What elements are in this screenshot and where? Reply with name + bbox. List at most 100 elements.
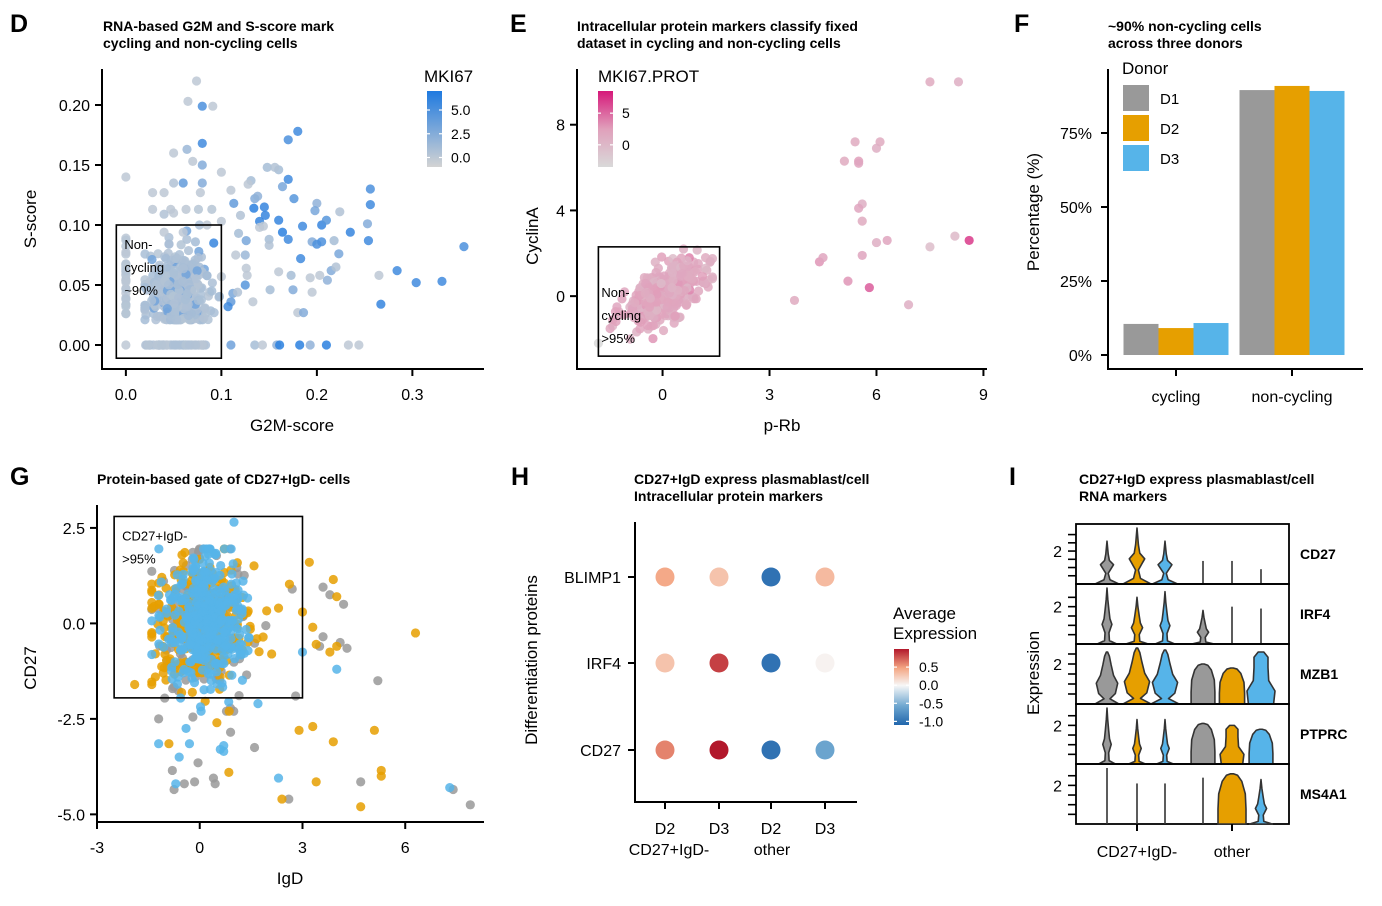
scatter-point: [161, 253, 171, 264]
scatter-point: [343, 340, 353, 350]
scatter-point: [707, 253, 718, 264]
panel-i-title-line1: CD27+IgD express plasmablast/cell: [1079, 471, 1314, 487]
scatter-point-D3: [226, 633, 236, 644]
scatter-point: [270, 162, 280, 172]
scatter-point: [264, 240, 274, 250]
scatter-point: [233, 287, 243, 297]
scatter-point: [644, 302, 655, 312]
scatter-point-D2: [157, 661, 167, 672]
panel-e-gate-label-line2: cycling: [601, 308, 641, 323]
panel-f-bars: [1123, 85, 1345, 355]
scatter-point: [169, 268, 179, 278]
scatter-point: [950, 231, 960, 241]
y-tick-label: 2: [1053, 778, 1062, 795]
scatter-point: [193, 204, 204, 214]
scatter-point-D2: [332, 641, 342, 651]
scatter-point: [671, 299, 681, 309]
scatter-point-D3: [155, 625, 165, 635]
panel-e-gate-label-line3: >95%: [601, 331, 635, 346]
panel-i-title-line2: RNA markers: [1079, 488, 1167, 504]
scatter-point: [178, 227, 188, 237]
panel-letter-f: F: [1014, 10, 1029, 38]
violin-D2: [1122, 647, 1152, 705]
scatter-point-D3: [184, 739, 195, 749]
scatter-point: [321, 340, 332, 350]
scatter-point-D3: [205, 684, 216, 695]
scatter-point-D2: [332, 592, 342, 602]
scatter-point: [226, 340, 236, 350]
scatter-point-D1: [234, 691, 244, 701]
scatter-point: [277, 227, 288, 237]
scatter-point: [182, 144, 192, 154]
scatter-point: [188, 156, 198, 166]
scatter-point: [233, 228, 244, 238]
scatter-point-D2: [277, 794, 287, 804]
x-group-label: CD27+IgD-: [629, 842, 709, 859]
panel-h-colorbar-ticks: 0.5 0.0 -0.5 -1.0: [894, 659, 943, 729]
scatter-point-D2: [147, 627, 157, 638]
scatter-point-D3: [227, 569, 237, 579]
scatter-point: [857, 250, 867, 261]
scatter-point-D3: [186, 640, 196, 650]
scatter-point-D3: [172, 679, 183, 689]
scatter-point-D3: [203, 669, 213, 679]
scatter-point-D3: [227, 615, 238, 626]
scatter-point: [260, 210, 270, 220]
x-tick-label: D2: [655, 821, 676, 838]
panel-d-legend-title: MKI67: [424, 67, 473, 86]
y-tick-label: CD27: [580, 743, 621, 760]
scatter-point: [843, 276, 853, 286]
scatter-point-D2: [252, 634, 262, 644]
scatter-point-D3: [196, 706, 206, 716]
scatter-point-D3: [231, 642, 241, 652]
scatter-point: [164, 239, 174, 249]
scatter-point: [925, 77, 935, 87]
colorbar-tick-label: 0.5: [919, 659, 939, 675]
scatter-point-D1: [147, 566, 157, 576]
scatter-point: [208, 101, 218, 111]
panel-e-x-ticks: 0 3 6 9: [658, 369, 988, 404]
scatter-point-D1: [261, 621, 271, 631]
x-tick-label: 6: [401, 840, 410, 857]
panel-e-title-line2: dataset in cycling and non-cycling cells: [577, 35, 841, 51]
panel-g-gate-box: [113, 515, 304, 699]
scatter-point: [658, 325, 669, 336]
scatter-point: [209, 307, 219, 318]
scatter-point-D3: [191, 576, 201, 586]
scatter-point: [152, 311, 162, 322]
scatter-point-D3: [186, 668, 196, 678]
scatter-point-D2: [164, 739, 174, 749]
scatter-point-D3: [219, 652, 229, 662]
violin-D3: [1151, 540, 1179, 585]
y-tick-label: 0.00: [59, 338, 90, 355]
scatter-point: [288, 285, 298, 295]
scatter-point: [690, 267, 700, 277]
scatter-point-D3: [226, 544, 236, 554]
dot-irf4-2: [761, 653, 781, 673]
scatter-point-D3: [224, 697, 234, 707]
bar-cycling-D3: [1193, 323, 1229, 355]
legend-label-D1: D1: [1160, 91, 1179, 108]
dot-blimp1-1: [709, 567, 729, 587]
violin-D3: [1150, 649, 1180, 705]
scatter-point: [293, 126, 303, 136]
panel-h-legend-title-line2: Expression: [893, 624, 977, 643]
scatter-point: [312, 198, 322, 208]
scatter-point: [707, 272, 718, 282]
scatter-point-D1: [188, 712, 198, 722]
scatter-point: [140, 282, 150, 293]
scatter-point-D3: [212, 667, 222, 677]
scatter-point-D2: [325, 647, 335, 657]
scatter-point-D3: [161, 604, 172, 614]
scatter-point: [157, 340, 167, 350]
y-tick-label: 0.05: [59, 278, 90, 295]
scatter-point-D3: [173, 672, 183, 682]
panel-d-gate-label-line2: cycling: [124, 260, 164, 275]
scatter-point: [329, 236, 339, 246]
scatter-point: [374, 270, 384, 280]
scatter-point: [275, 340, 285, 350]
dot-cd27-3: [815, 740, 835, 760]
scatter-point: [662, 302, 672, 312]
panel-d-y-axis-label: S-score: [21, 190, 40, 249]
scatter-point: [682, 256, 692, 266]
